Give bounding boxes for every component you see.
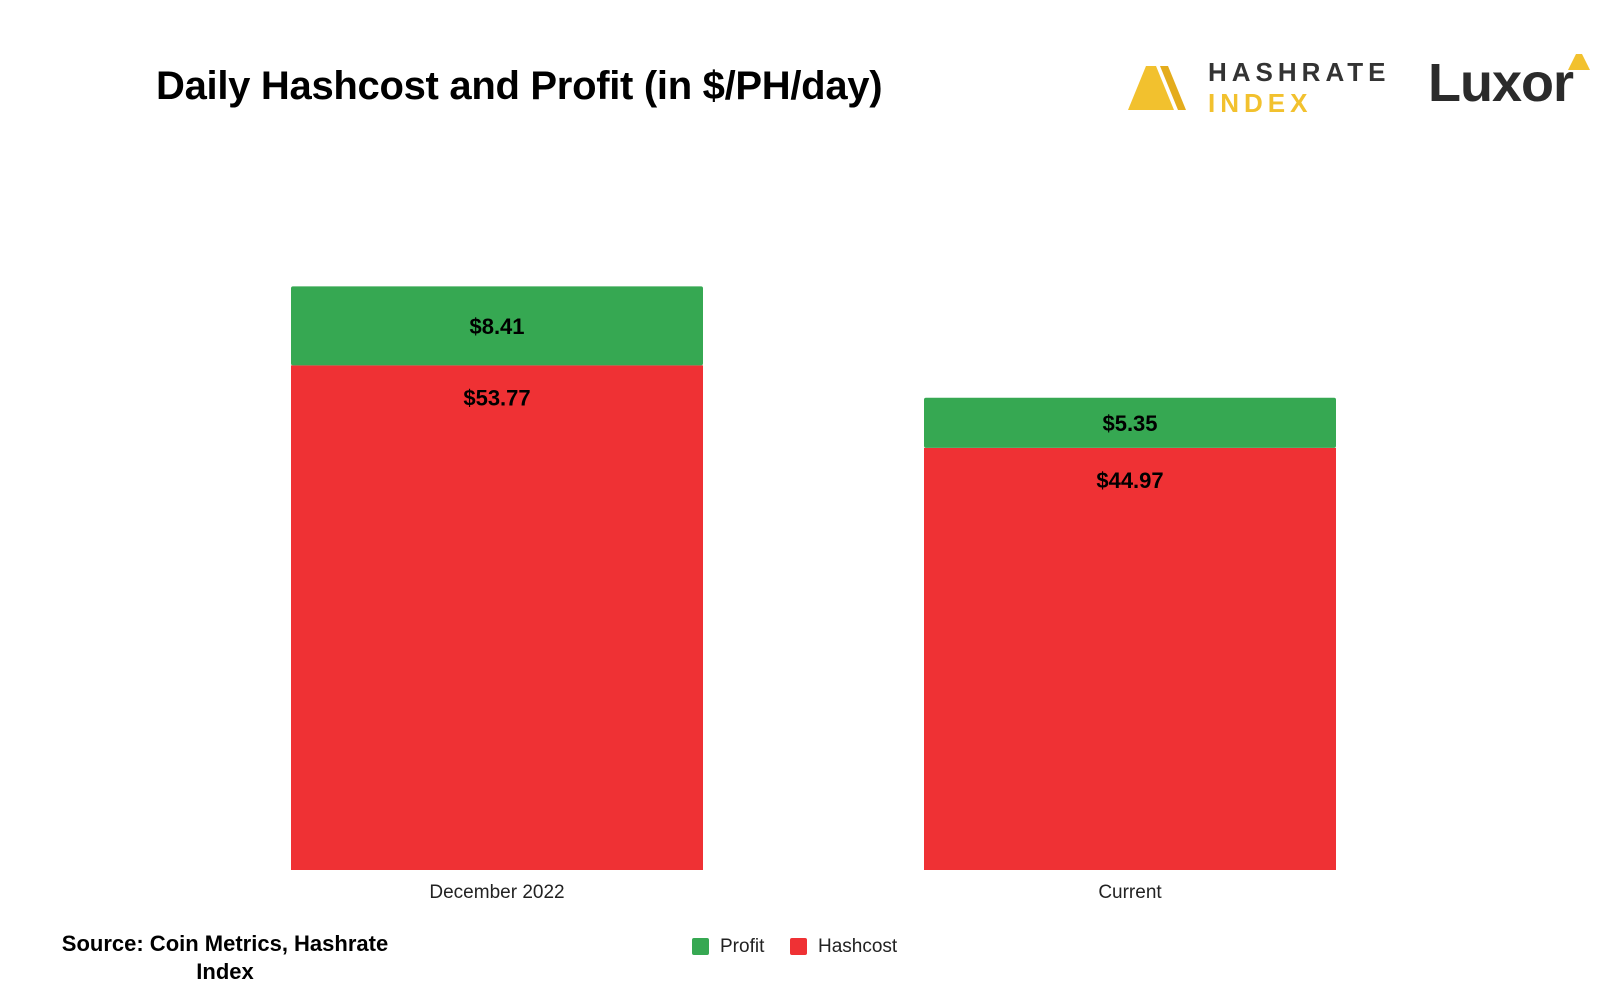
data-label-profit-1: $5.35	[1102, 411, 1157, 436]
chart-title: Daily Hashcost and Profit (in $/PH/day)	[156, 64, 883, 108]
source-note: Source: Coin Metrics, Hashrate Index	[61, 931, 389, 984]
luxor-logo-text: Luxor	[1428, 53, 1574, 113]
luxor-logo: Luxor	[1428, 52, 1608, 122]
data-label-hashcost-1: $44.97	[1096, 468, 1163, 493]
legend-swatch-hashcost	[790, 938, 807, 955]
hashrate-index-triangle-icon	[1128, 66, 1186, 110]
bar-segment-profit-0	[291, 286, 703, 366]
data-label-hashcost-0: $53.77	[463, 385, 530, 410]
legend-swatch-profit	[692, 938, 709, 955]
bar-segment-hashcost-0	[291, 365, 703, 870]
x-tick-label-1: Current	[1098, 882, 1162, 903]
legend-label-hashcost: Hashcost	[818, 936, 898, 957]
data-label-profit-0: $8.41	[469, 314, 524, 339]
hashrate-logo-line1: HASHRATE	[1208, 57, 1391, 87]
bar-segment-profit-1	[924, 397, 1336, 448]
bar-segment-hashcost-1	[924, 447, 1336, 870]
legend-label-profit: Profit	[720, 936, 765, 957]
hashrate-logo-line2: INDEX	[1208, 88, 1313, 118]
x-tick-label-0: December 2022	[429, 882, 564, 903]
luxor-triangle-icon	[1568, 54, 1590, 70]
hashrate-index-logo: HASHRATE INDEX	[1128, 52, 1386, 122]
